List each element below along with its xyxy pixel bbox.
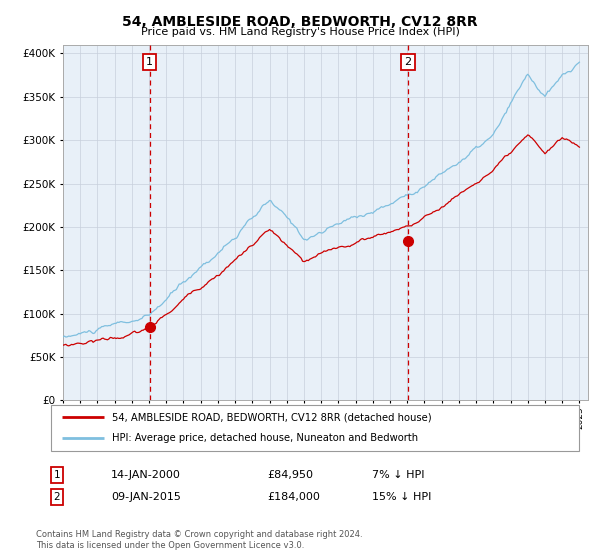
Text: 14-JAN-2000: 14-JAN-2000 [111, 470, 181, 480]
Text: 54, AMBLESIDE ROAD, BEDWORTH, CV12 8RR: 54, AMBLESIDE ROAD, BEDWORTH, CV12 8RR [122, 15, 478, 29]
Text: £84,950: £84,950 [267, 470, 313, 480]
Text: This data is licensed under the Open Government Licence v3.0.: This data is licensed under the Open Gov… [36, 541, 304, 550]
Text: HPI: Average price, detached house, Nuneaton and Bedworth: HPI: Average price, detached house, Nune… [112, 433, 418, 444]
Text: Price paid vs. HM Land Registry's House Price Index (HPI): Price paid vs. HM Land Registry's House … [140, 27, 460, 37]
Text: 1: 1 [146, 57, 153, 67]
Text: 15% ↓ HPI: 15% ↓ HPI [372, 492, 431, 502]
Text: 7% ↓ HPI: 7% ↓ HPI [372, 470, 425, 480]
FancyBboxPatch shape [51, 405, 579, 451]
Text: 2: 2 [53, 492, 61, 502]
Text: Contains HM Land Registry data © Crown copyright and database right 2024.: Contains HM Land Registry data © Crown c… [36, 530, 362, 539]
Text: 2: 2 [404, 57, 412, 67]
Text: 54, AMBLESIDE ROAD, BEDWORTH, CV12 8RR (detached house): 54, AMBLESIDE ROAD, BEDWORTH, CV12 8RR (… [112, 412, 431, 422]
Text: 09-JAN-2015: 09-JAN-2015 [111, 492, 181, 502]
Text: 1: 1 [53, 470, 61, 480]
Text: £184,000: £184,000 [267, 492, 320, 502]
